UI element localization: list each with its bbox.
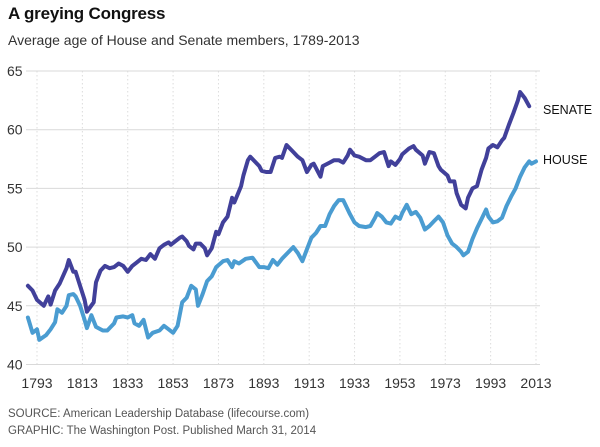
y-tick-label: 50 <box>7 239 23 255</box>
x-tick-label: 1913 <box>294 375 325 391</box>
credit-note: GRAPHIC: The Washington Post. Published … <box>8 425 317 437</box>
x-tick-label: 1973 <box>430 375 461 391</box>
x-tick-label: 1893 <box>248 375 279 391</box>
chart-subtitle: Average age of House and Senate members,… <box>8 32 360 48</box>
x-tick-label: 1933 <box>339 375 370 391</box>
y-axis-ticks: 40 45 50 55 60 65 <box>7 63 23 373</box>
gridlines <box>26 70 540 365</box>
x-tick-label: 1853 <box>158 375 189 391</box>
x-tick-label: 2013 <box>520 375 551 391</box>
y-tick-label: 40 <box>7 357 23 373</box>
series-label-senate: SENATE <box>543 103 592 117</box>
series-labels: SENATE HOUSE <box>543 103 592 167</box>
x-tick-label: 1953 <box>384 375 415 391</box>
x-tick-label: 1813 <box>67 375 98 391</box>
y-tick-label: 60 <box>7 122 23 138</box>
y-tick-label: 65 <box>7 63 23 79</box>
series-lines <box>25 90 538 342</box>
x-tick-label: 1993 <box>475 375 506 391</box>
series-label-house: HOUSE <box>543 153 587 167</box>
y-tick-label: 45 <box>7 298 23 314</box>
x-axis-ticks: 1793 1813 1833 1853 1873 1893 1913 1933 1953 1973… <box>21 375 551 391</box>
y-tick-label: 55 <box>7 180 23 196</box>
line-chart: 40 45 50 55 60 65 1793 1813 1833 1853 1873 1893 191… <box>7 63 592 391</box>
source-note: SOURCE: American Leadership Database (li… <box>8 408 310 420</box>
x-tick-label: 1873 <box>203 375 234 391</box>
x-tick-label: 1833 <box>112 375 143 391</box>
chart-title: A greying Congress <box>8 4 166 23</box>
series-line-senate <box>25 90 532 314</box>
series-line-house <box>25 159 538 342</box>
x-tick-label: 1793 <box>21 375 52 391</box>
